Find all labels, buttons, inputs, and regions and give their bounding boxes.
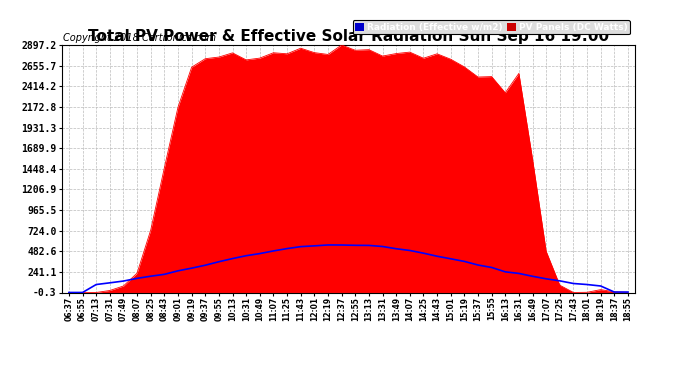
Legend: Radiation (Effective w/m2), PV Panels (DC Watts): Radiation (Effective w/m2), PV Panels (D…	[353, 20, 630, 34]
Text: Copyright 2018 Cartronics.com: Copyright 2018 Cartronics.com	[63, 33, 216, 42]
Title: Total PV Power & Effective Solar Radiation Sun Sep 16 19:00: Total PV Power & Effective Solar Radiati…	[88, 29, 609, 44]
